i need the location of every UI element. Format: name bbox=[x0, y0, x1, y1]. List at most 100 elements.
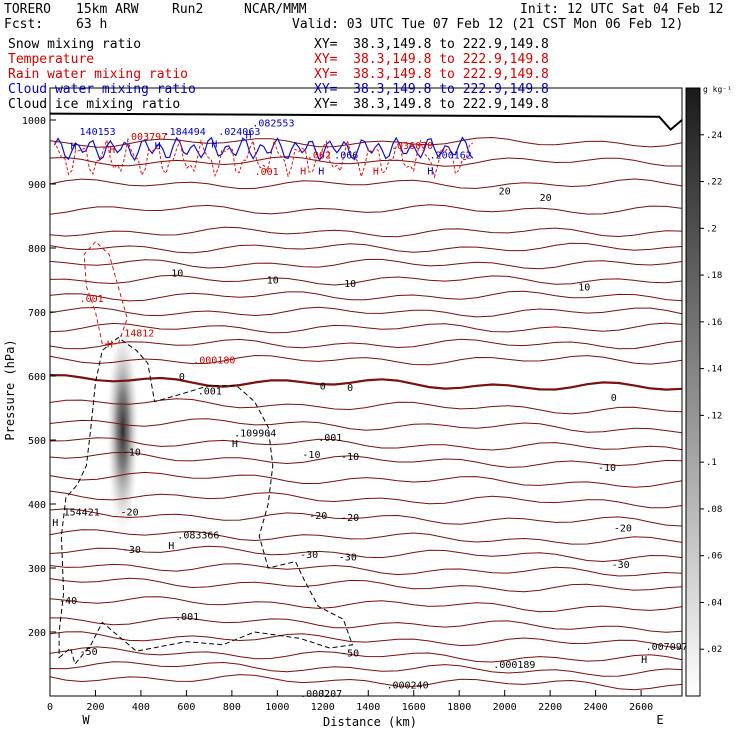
extremum-label: .14812 bbox=[118, 328, 154, 339]
extremum-label: .001 bbox=[255, 167, 279, 178]
x-tick-label: 600 bbox=[177, 702, 195, 713]
field-xy-cloud-ice: XY= 38.3,149.8 to 222.9,149.8 bbox=[314, 97, 549, 112]
colorbar-ticks: .02 .04 .06 .08 .1 .12 .14 .16 .18 .2 .22 .24 bbox=[700, 131, 722, 655]
y-tick-label: 1000 bbox=[22, 116, 46, 127]
extremum-label: .184494 bbox=[164, 127, 206, 138]
isotherm-line bbox=[49, 156, 682, 167]
colorbar-tick-label: .22 bbox=[706, 178, 722, 188]
isotherm-label: 10 bbox=[267, 275, 279, 286]
plot-area: -50 -50 -40 -30 -30 -30 -30 -20 -20 -20 -20 -10 -10 -… bbox=[49, 112, 688, 700]
extremum-label: .000240 bbox=[386, 680, 428, 691]
extremum-label: .109904 bbox=[234, 428, 276, 439]
y-tick-label: 300 bbox=[28, 564, 46, 575]
extremum-label: H bbox=[232, 439, 238, 450]
x-tick-label: 1000 bbox=[265, 702, 289, 713]
extremum-label: .000207 bbox=[300, 689, 342, 700]
x-tick-label: 1200 bbox=[311, 702, 335, 713]
y-tick-label: 500 bbox=[28, 436, 46, 447]
forecast-label: Fcst: bbox=[4, 17, 44, 32]
plot-frame bbox=[49, 87, 683, 697]
terrain-line bbox=[49, 112, 683, 131]
isotherm-label: -20 bbox=[309, 511, 327, 522]
isotherm-line bbox=[49, 545, 683, 563]
extremum-label: .062 bbox=[307, 151, 331, 162]
cloud-water-contour bbox=[53, 136, 474, 162]
forecast-hour: 63 h bbox=[76, 17, 108, 32]
isotherm-line bbox=[49, 136, 683, 148]
colorbar-tick-label: .18 bbox=[706, 271, 722, 281]
isotherm-line bbox=[49, 274, 683, 286]
isotherm-line bbox=[49, 661, 683, 677]
colorbar-tick-label: .06 bbox=[706, 552, 722, 562]
isotherm-label: -10 bbox=[123, 448, 141, 459]
isotherm-line bbox=[49, 596, 683, 613]
low-rain-contour bbox=[54, 138, 474, 179]
field-name-temperature: Temperature bbox=[8, 52, 95, 67]
field-name-cloud-ice: Cloud ice mixing ratio bbox=[8, 97, 181, 112]
y-tick-label: 700 bbox=[28, 308, 46, 319]
x-tick-label: 2000 bbox=[493, 702, 517, 713]
extremum-label: .001 bbox=[198, 387, 222, 398]
x-tick-label: 800 bbox=[223, 702, 241, 713]
extremum-label: H bbox=[211, 140, 217, 151]
isotherm-line bbox=[49, 398, 683, 415]
extremum-label: .001 bbox=[318, 433, 342, 444]
isotherm-label: -10 bbox=[341, 452, 359, 463]
isotherm-label: 10 bbox=[578, 282, 590, 293]
isotherm-line bbox=[49, 306, 683, 318]
isotherm-label: 20 bbox=[499, 186, 511, 197]
isotherm-label: -20 bbox=[121, 508, 139, 519]
isotherm-line bbox=[49, 646, 683, 663]
org-label: NCAR/MMM bbox=[244, 2, 307, 17]
extremum-label: .066 bbox=[334, 151, 358, 162]
field-xy-temperature: XY= 38.3,149.8 to 222.9,149.8 bbox=[314, 52, 549, 67]
extremum-label: 140153 bbox=[80, 127, 116, 138]
extremum-label: H bbox=[107, 339, 113, 350]
isotherm-label: 0 bbox=[611, 393, 617, 404]
isotherm-line bbox=[49, 490, 683, 509]
isotherm-zero bbox=[49, 374, 683, 391]
y-tick-label: 900 bbox=[28, 180, 46, 191]
extremum-label: H bbox=[427, 167, 433, 178]
extremum-label: H bbox=[155, 141, 161, 152]
x-axis-label: Distance (km) bbox=[323, 715, 417, 729]
y-axis-label: Pressure (hPa) bbox=[3, 339, 17, 440]
isotherm-line bbox=[49, 338, 683, 350]
isotherm-line bbox=[49, 437, 683, 451]
isotherm-line bbox=[49, 529, 683, 545]
isotherm-label: 0 bbox=[347, 383, 353, 394]
colorbar bbox=[685, 87, 701, 697]
extremum-label: .000189 bbox=[493, 660, 535, 671]
isotherm-line bbox=[49, 471, 683, 488]
extremum-label: .024063 bbox=[218, 127, 260, 138]
isotherm-label: -40 bbox=[59, 596, 77, 607]
isotherm-line bbox=[49, 290, 683, 302]
isotherm-line bbox=[49, 418, 683, 434]
extremum-label: H bbox=[300, 167, 306, 178]
x-tick-label: 0 bbox=[47, 702, 53, 713]
extremum-label: .000180 bbox=[193, 355, 235, 366]
y-tick-label: 800 bbox=[28, 244, 46, 255]
extremum-label: .200162 bbox=[430, 151, 472, 162]
isotherm-label: -50 bbox=[341, 648, 359, 659]
colorbar-tick-label: .12 bbox=[706, 411, 722, 421]
extremum-label: .003797 bbox=[125, 132, 167, 143]
colorbar-tick-label: .14 bbox=[706, 365, 722, 375]
extremum-label: .001 bbox=[175, 612, 199, 623]
isotherm-line bbox=[49, 508, 683, 527]
x-tick-label: 400 bbox=[132, 702, 150, 713]
x-tick-label: 200 bbox=[86, 702, 104, 713]
x-axis-east-label: E bbox=[656, 713, 663, 727]
isotherm-label: -30 bbox=[339, 552, 357, 563]
colorbar-tick-label: .1 bbox=[706, 458, 717, 468]
model-name: TORERO bbox=[4, 2, 51, 17]
isotherm-label: -10 bbox=[302, 450, 320, 461]
colorbar-tick-label: .04 bbox=[706, 598, 722, 608]
extremum-label: H bbox=[318, 167, 324, 178]
isotherm-line bbox=[49, 322, 683, 334]
snow-maximum-shading bbox=[106, 325, 139, 536]
y-tick-label: 600 bbox=[28, 372, 46, 383]
colorbar-tick-label: .2 bbox=[706, 224, 717, 234]
field-name-rain: Rain water mixing ratio bbox=[8, 67, 189, 82]
